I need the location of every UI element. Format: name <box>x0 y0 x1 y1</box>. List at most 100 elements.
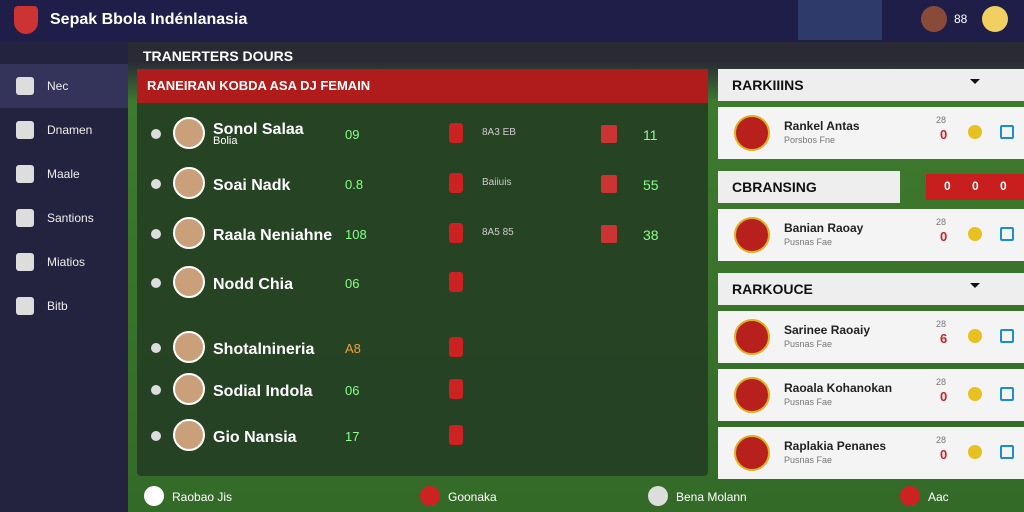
footer: Raobao Jis Goonaka Bena Molann Aac <box>128 482 1024 512</box>
kit-icon <box>449 123 463 143</box>
row-icon <box>151 431 161 441</box>
collapse-icon[interactable] <box>970 283 980 293</box>
footer-label[interactable]: Bena Molann <box>676 490 747 504</box>
player-stat: 108 <box>345 227 367 242</box>
nav-label: Bitb <box>47 299 68 313</box>
footer-label[interactable]: Raobao Jis <box>172 490 233 504</box>
player-avatar <box>173 217 205 249</box>
player-stat: 06 <box>345 276 360 291</box>
ranking-card[interactable]: Raplakia Penanes Pusnas Fae 28 0 <box>718 427 1024 479</box>
row-icon <box>151 343 161 353</box>
section-header[interactable]: RARKOUCE <box>718 273 1024 305</box>
club-crest <box>734 435 770 471</box>
player-right: 38 <box>643 227 659 243</box>
player-stat: 06 <box>345 383 360 398</box>
nav-icon <box>16 297 34 315</box>
coin-icon <box>968 387 982 401</box>
player-name: Nodd Chia <box>213 276 293 293</box>
player-stat: 17 <box>345 429 360 444</box>
section-header[interactable]: RARKIIINS <box>718 69 1024 101</box>
kit-icon <box>449 379 463 399</box>
club-name: Rankel Antas <box>784 119 860 133</box>
logo <box>14 6 38 34</box>
player-row[interactable]: Raala Neniahne 108 8A5 85 38 <box>137 213 708 257</box>
kit-icon <box>449 223 463 243</box>
footer-icon[interactable] <box>144 486 164 506</box>
club-sub: Porsbos Fne <box>784 135 836 145</box>
action-icon[interactable] <box>1000 445 1014 459</box>
row-icon <box>151 129 161 139</box>
coin-icon <box>968 445 982 459</box>
footer-icon[interactable] <box>648 486 668 506</box>
nav-label: Dnamen <box>47 123 93 137</box>
footer-label[interactable]: Aac <box>928 490 949 504</box>
collapse-icon[interactable] <box>970 79 980 89</box>
nav-icon <box>16 209 34 227</box>
player-name: Shotalnineria <box>213 341 315 358</box>
player-row[interactable]: Sonol Salaa Bolia 09 8A3 EB 11 <box>137 113 708 157</box>
nav-icon <box>16 121 34 139</box>
nav-item[interactable]: Nec <box>0 64 128 108</box>
ranking-card[interactable]: Raoala Kohanokan Pusnas Fae 28 0 <box>718 369 1024 421</box>
ranking-card[interactable]: Rankel Antas Porsbos Fne 28 0 <box>718 107 1024 159</box>
nav-label: Santions <box>47 211 94 225</box>
action-icon[interactable] <box>1000 227 1014 241</box>
app-title: Sepak Bbola Indénlanasia <box>50 11 248 28</box>
footer-icon[interactable] <box>900 486 920 506</box>
score: 88 <box>954 12 968 26</box>
action-icon[interactable] <box>1000 387 1014 401</box>
nav-item[interactable]: Miatios <box>0 240 128 284</box>
profile[interactable] <box>982 6 1008 32</box>
player-sub: Bolia <box>213 135 238 147</box>
player-row[interactable]: Gio Nansia 17 <box>137 415 708 459</box>
club-value: 0 <box>940 229 948 244</box>
player-row[interactable]: Sodial Indola 06 <box>137 369 708 413</box>
player-row[interactable]: Shotalnineria A8 <box>137 327 708 371</box>
coin-icon <box>968 329 982 343</box>
search-box[interactable] <box>798 0 882 40</box>
kit-icon <box>449 272 463 292</box>
action-icon[interactable] <box>1000 329 1014 343</box>
transfer-panel: RANEIRAN KOBDA ASA DJ FEMAIN Sonol Salaa… <box>137 69 708 476</box>
player-right: 55 <box>643 177 659 193</box>
player-stat: 0.8 <box>345 177 364 192</box>
player-avatar <box>173 331 205 363</box>
nav-item[interactable]: Dnamen <box>0 108 128 152</box>
club-value: 0 <box>940 447 948 462</box>
player-avatar <box>173 373 205 405</box>
section-header[interactable]: CBRANSING <box>718 171 900 203</box>
player-name: Soai Nadk <box>213 177 291 194</box>
sidebar: Nec Dnamen Maale Santions Miatios Bitb <box>0 42 128 512</box>
nav-item[interactable]: Bitb <box>0 284 128 328</box>
player-stat: 09 <box>345 127 360 142</box>
row-icon <box>151 229 161 239</box>
club-name: Raplakia Penanes <box>784 439 887 453</box>
badge-bar: 0 0 0 <box>926 174 1024 200</box>
player-name: Sodial Indola <box>213 383 313 400</box>
club-crest <box>734 377 770 413</box>
footer-label[interactable]: Goonaka <box>448 490 497 504</box>
club-top: 28 <box>936 217 947 227</box>
player-mid: Baiiuis <box>482 177 512 188</box>
ranking-card[interactable]: Sarinee Raoaiy Pusnas Fae 28 6 <box>718 311 1024 363</box>
badge: 0 <box>944 179 951 193</box>
club-top: 28 <box>936 319 947 329</box>
kit-icon <box>449 425 463 445</box>
coin-icon <box>968 125 982 139</box>
club-value: 6 <box>940 331 948 346</box>
nav-item[interactable]: Maale <box>0 152 128 196</box>
ranking-card[interactable]: Banian Raoay Pusnas Fae 28 0 <box>718 209 1024 261</box>
avatar[interactable] <box>921 6 947 32</box>
player-avatar <box>173 419 205 451</box>
club-top: 28 <box>936 115 947 125</box>
club-sub: Pusnas Fae <box>784 339 833 349</box>
nav-item[interactable]: Santions <box>0 196 128 240</box>
club-sub: Pusnas Fae <box>784 455 833 465</box>
player-row[interactable]: Nodd Chia 06 <box>137 262 708 306</box>
action-icon[interactable] <box>1000 125 1014 139</box>
footer-icon[interactable] <box>420 486 440 506</box>
club-value: 0 <box>940 127 948 142</box>
player-row[interactable]: Soai Nadk 0.8 Baiiuis 55 <box>137 163 708 207</box>
player-name: Sonol Salaa <box>213 121 304 138</box>
